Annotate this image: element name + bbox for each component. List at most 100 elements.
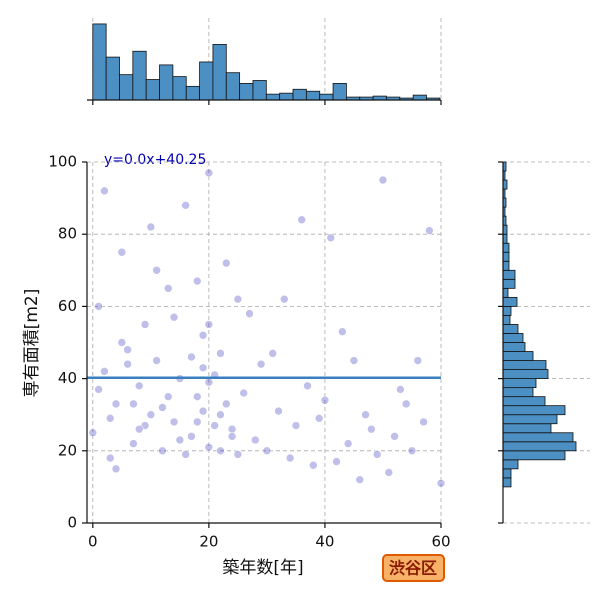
scatter-point [250,435,260,445]
scatter-point [105,414,115,423]
scatter-point [204,442,214,452]
scatter-point [355,475,365,484]
x-tick-label: 40 [315,533,334,551]
scatter-point [158,446,167,456]
scatter-point [134,424,144,434]
scatter-point [233,294,243,304]
histogram-bar [502,269,516,280]
scatter-point [198,330,208,340]
scatter-point [320,395,330,405]
scatter-point [425,226,434,235]
scatter-point [94,385,103,394]
histogram-bar [502,333,524,343]
histogram-bar [502,441,577,452]
scatter-point [227,432,237,441]
scatter-point [192,417,202,427]
histogram-bar [502,315,511,325]
scatter-point [338,327,347,336]
scatter-point [123,345,132,355]
scatter-point [175,435,185,445]
histogram-bar [502,278,516,289]
scatter-point [192,392,202,401]
histogram-bar [502,423,552,434]
scatter-point [256,359,266,369]
scatter-point [192,276,202,286]
scatter-point [332,457,341,466]
scatter-point [274,406,283,416]
histogram-bar [502,351,534,361]
histogram-bar [412,94,427,101]
scatter-point [227,424,237,434]
x-tick-label: 20 [199,533,218,551]
scatter-point [140,320,150,329]
scatter-point [105,453,115,463]
scatter-point [280,294,289,304]
scatter-point [309,460,318,470]
scatter-point [239,388,248,398]
scatter-point [407,446,417,456]
scatter-point [384,468,394,477]
histogram-bar [502,378,537,389]
scatter-point [216,410,225,420]
y-tick-label: 0 [67,514,77,532]
histogram-bar [502,432,574,443]
scatter-point [291,421,301,430]
histogram-bar [212,44,227,101]
scatter-point [198,406,208,416]
y-tick-label: 100 [48,153,77,171]
scatter-point [111,399,121,409]
histogram-bar [119,74,134,101]
badge: 渋谷区 [389,559,437,578]
scatter-point [233,450,243,459]
scatter-point [326,233,336,243]
scatter-point [210,421,219,430]
scatter-point [100,186,109,196]
scatter-point [146,222,156,232]
scatter-point [216,349,225,358]
scatter-point [262,446,272,456]
histogram-bar [132,50,147,101]
y-axis-label: 専有面積[m2] [22,289,42,398]
histogram-bar [292,88,307,101]
scatter-point [152,265,161,275]
scatter-point [94,302,103,311]
histogram-bar [159,64,174,101]
x-axis-label: 築年数[年] [222,558,303,578]
histogram-bar [252,80,267,101]
scatter-point [198,363,208,373]
scatter-point [88,428,98,438]
scatter-point [297,215,307,225]
histogram-bar [502,396,546,407]
y-tick-label: 20 [58,441,77,459]
scatter-point [221,258,231,268]
scatter-point [111,464,121,474]
histogram-bar [305,90,321,101]
histogram-bar [502,459,519,470]
histogram-bar [502,450,566,461]
annotation: y=0.0x+40.25 [104,152,206,168]
scatter-point [181,450,190,459]
histogram-bar [502,296,518,307]
histogram-bar [199,61,214,101]
scatter-point [413,356,423,365]
scatter-point [181,201,190,210]
scatter-point [204,377,214,387]
x-tick-label: 60 [431,533,450,551]
histogram-bar [172,76,187,101]
histogram-bar [502,405,566,416]
scatter-point [129,439,138,448]
scatter-point [187,352,196,362]
histogram-bar [502,468,512,479]
scatter-point [390,432,399,441]
scatter-point [419,417,428,427]
scatter-point [268,349,278,358]
scatter-point [436,478,446,488]
scatter-point [361,410,370,420]
scatter-point [378,175,388,185]
histogram-bar [185,85,200,101]
scatter-point [343,439,353,448]
scatter-point [169,312,179,322]
y-tick-label: 40 [58,369,77,387]
histogram-bar [502,369,549,380]
